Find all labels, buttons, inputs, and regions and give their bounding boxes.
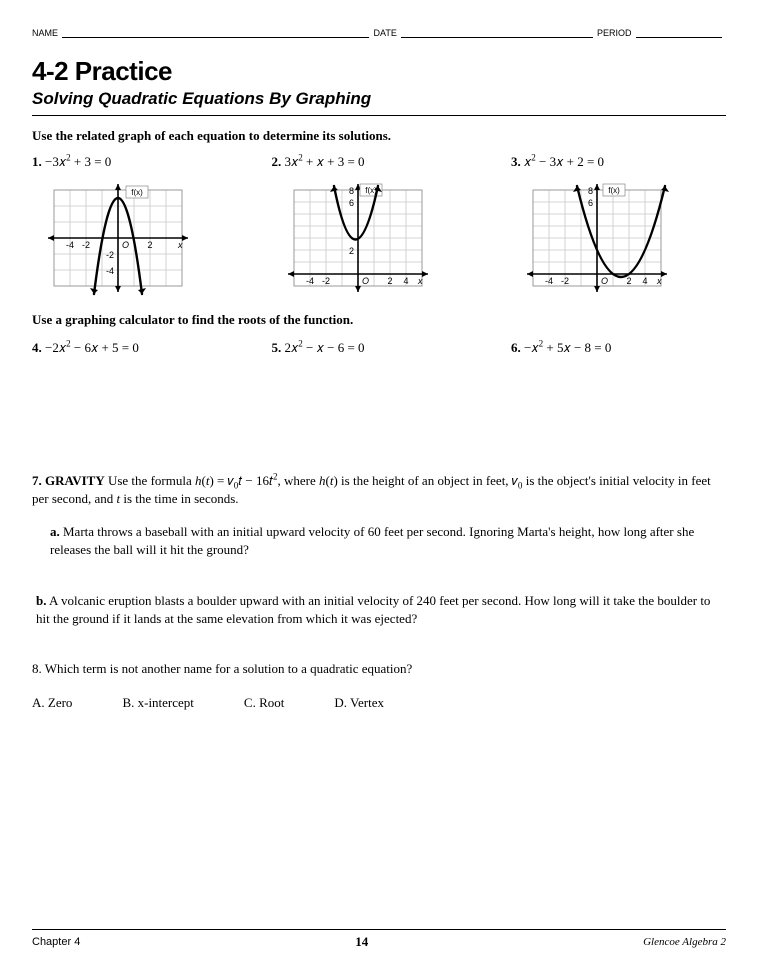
problems-row-2: 4. −2𝑥2 − 6𝑥 + 5 = 0 5. 2𝑥2 − 𝑥 − 6 = 0 … (32, 340, 726, 362)
svg-text:-2: -2 (321, 276, 329, 286)
svg-text:-4: -4 (545, 276, 553, 286)
problems-row-1: 1. −3𝑥2 + 3 = 0 (32, 154, 726, 302)
footer-left: Chapter 4 (32, 936, 80, 948)
graph-3: -4 -2 2 4 6 8 O x f(x) (519, 176, 679, 302)
name-label: NAME (32, 28, 58, 38)
problem-2-eq: 2. 3𝑥2 + 𝑥 + 3 = 0 (272, 154, 487, 170)
choice-a: A. Zero (32, 695, 72, 711)
graph-2: -4 -2 2 4 2 6 8 O x f(x) (280, 176, 440, 302)
problem-8: 8. Which term is not another name for a … (32, 661, 726, 677)
svg-text:2: 2 (387, 276, 392, 286)
date-label: DATE (373, 28, 396, 38)
problem-8-choices: A. Zero B. x-intercept C. Root D. Vertex (32, 695, 726, 711)
svg-text:2: 2 (626, 276, 631, 286)
choice-b: B. x-intercept (122, 695, 193, 711)
svg-text:O: O (601, 276, 608, 286)
svg-text:-4: -4 (66, 240, 74, 250)
choice-c: C. Root (244, 695, 284, 711)
instruction-2: Use a graphing calculator to find the ro… (32, 312, 726, 328)
period-blank (636, 28, 722, 38)
svg-text:x: x (177, 240, 183, 250)
instruction-1: Use the related graph of each equation t… (32, 128, 726, 144)
title-block: 4-2 Practice Solving Quadratic Equations… (32, 56, 726, 109)
svg-text:f(x): f(x) (608, 186, 620, 195)
gravity-label: GRAVITY (45, 473, 105, 488)
problem-7a: a. Marta throws a baseball with an initi… (50, 523, 726, 558)
svg-text:-2: -2 (82, 240, 90, 250)
svg-text:O: O (122, 240, 129, 250)
problem-7: 7. GRAVITY Use the formula h(t) = 𝑣0𝑡 − … (32, 472, 726, 507)
period-label: PERIOD (597, 28, 632, 38)
svg-text:6: 6 (588, 198, 593, 208)
problem-3-eq: 3. 𝑥2 − 3𝑥 + 2 = 0 (511, 154, 726, 170)
svg-text:-2: -2 (106, 250, 114, 260)
date-blank (401, 28, 593, 38)
svg-text:f(x): f(x) (131, 188, 143, 197)
page-title: 4-2 Practice (32, 56, 726, 87)
footer-page-number: 14 (355, 934, 368, 950)
svg-text:-4: -4 (305, 276, 313, 286)
page-footer: Chapter 4 14 Glencoe Algebra 2 (32, 929, 726, 950)
worksheet-header: NAME DATE PERIOD (32, 28, 726, 38)
name-blank (62, 28, 369, 38)
svg-text:2: 2 (348, 246, 353, 256)
footer-right: Glencoe Algebra 2 (643, 936, 726, 948)
svg-text:6: 6 (348, 198, 353, 208)
svg-text:4: 4 (642, 276, 647, 286)
svg-text:8: 8 (588, 186, 593, 196)
svg-text:4: 4 (403, 276, 408, 286)
problem-3: 3. 𝑥2 − 3𝑥 + 2 = 0 -4 -2 (511, 154, 726, 302)
problem-1: 1. −3𝑥2 + 3 = 0 (32, 154, 247, 302)
problem-6: 6. −𝑥2 + 5𝑥 − 8 = 0 (511, 340, 726, 356)
problem-5: 5. 2𝑥2 − 𝑥 − 6 = 0 (272, 340, 487, 356)
problem-2: 2. 3𝑥2 + 𝑥 + 3 = 0 -4 (272, 154, 487, 302)
svg-text:x: x (417, 276, 423, 286)
problem-7b: b. A volcanic eruption blasts a boulder … (36, 592, 726, 627)
svg-text:-2: -2 (561, 276, 569, 286)
svg-text:O: O (362, 276, 369, 286)
problem-1-eq: 1. −3𝑥2 + 3 = 0 (32, 154, 247, 170)
svg-text:2: 2 (147, 240, 152, 250)
page-subtitle: Solving Quadratic Equations By Graphing (32, 89, 726, 109)
svg-text:8: 8 (348, 186, 353, 196)
choice-d: D. Vertex (334, 695, 384, 711)
title-rule (32, 115, 726, 116)
svg-text:x: x (656, 276, 662, 286)
problem-4: 4. −2𝑥2 − 6𝑥 + 5 = 0 (32, 340, 247, 356)
graph-1: -4 -2 2 -2 -4 O x f(x) (40, 176, 200, 302)
svg-text:-4: -4 (106, 266, 114, 276)
